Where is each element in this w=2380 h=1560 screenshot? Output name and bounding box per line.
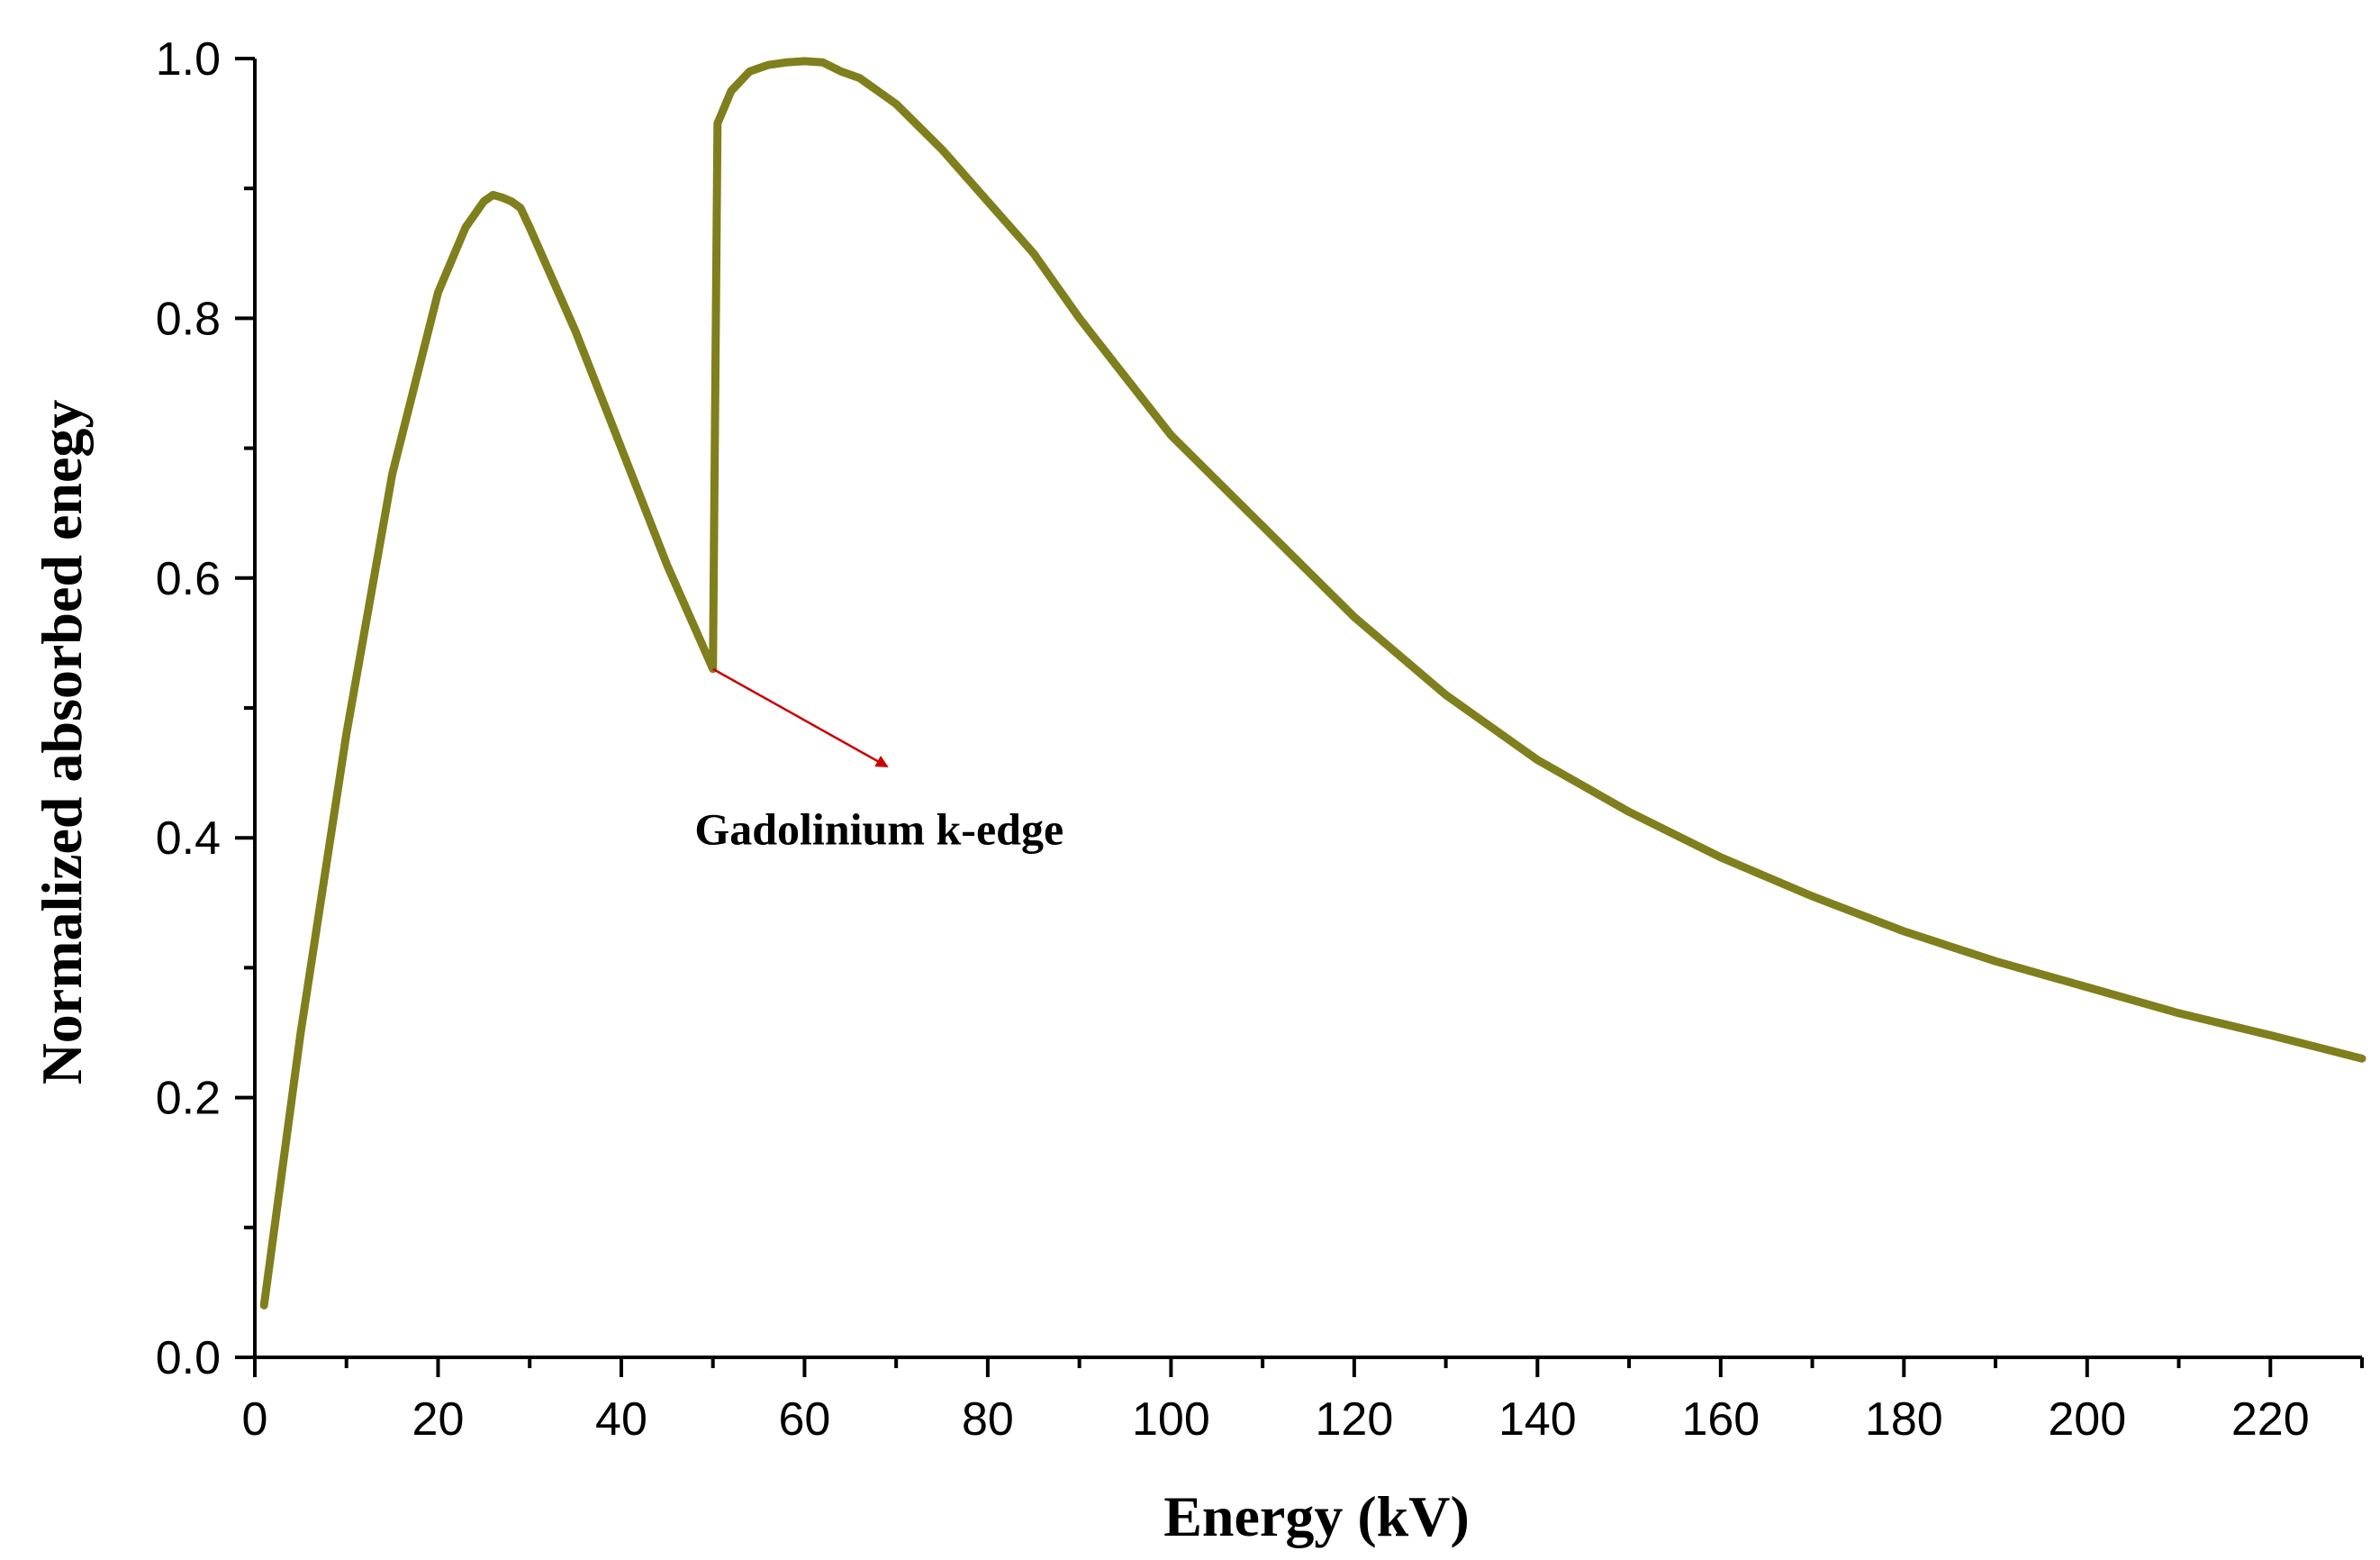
series-layer xyxy=(259,57,2366,1310)
y-tick-labels: 0.0 0.2 0.4 0.6 0.8 1.0 xyxy=(156,33,221,1384)
series-line xyxy=(259,57,2366,1310)
x-tick-labels: 0 20 40 60 80 100 120 140 160 180 200 220 xyxy=(242,1393,2310,1446)
x-tick-label: 0 xyxy=(242,1393,268,1446)
x-tick-label: 80 xyxy=(962,1393,1014,1446)
x-tick-label: 40 xyxy=(595,1393,647,1446)
x-tick-label: 220 xyxy=(2231,1393,2310,1446)
annotation-layer: Gadolinium k-edge xyxy=(694,667,1063,854)
annotation-arrow xyxy=(712,667,889,767)
x-tick-label: 160 xyxy=(1681,1393,1760,1446)
x-tick-label: 200 xyxy=(2048,1393,2126,1446)
x-tick-label: 100 xyxy=(1132,1393,1210,1446)
x-tick-label: 20 xyxy=(412,1393,465,1446)
axes xyxy=(253,59,2362,1359)
x-tick-label: 120 xyxy=(1315,1393,1393,1446)
x-axis-title: Energy (kV) xyxy=(1163,1484,1470,1548)
x-tick-label: 180 xyxy=(1865,1393,1943,1446)
y-tick-label: 0.4 xyxy=(156,812,221,865)
annotation-label: Gadolinium k-edge xyxy=(694,803,1063,854)
x-tick-label: 60 xyxy=(779,1393,831,1446)
y-tick-label: 0.6 xyxy=(156,553,221,605)
x-tick-label: 140 xyxy=(1498,1393,1577,1446)
y-tick-label: 0.0 xyxy=(156,1332,221,1384)
ticks xyxy=(235,57,2364,1377)
y-tick-label: 0.8 xyxy=(156,293,221,345)
y-tick-label: 1.0 xyxy=(156,33,221,86)
y-tick-label: 0.2 xyxy=(156,1073,221,1125)
y-axis-title: Normalized absorbed enegy xyxy=(30,400,94,1085)
